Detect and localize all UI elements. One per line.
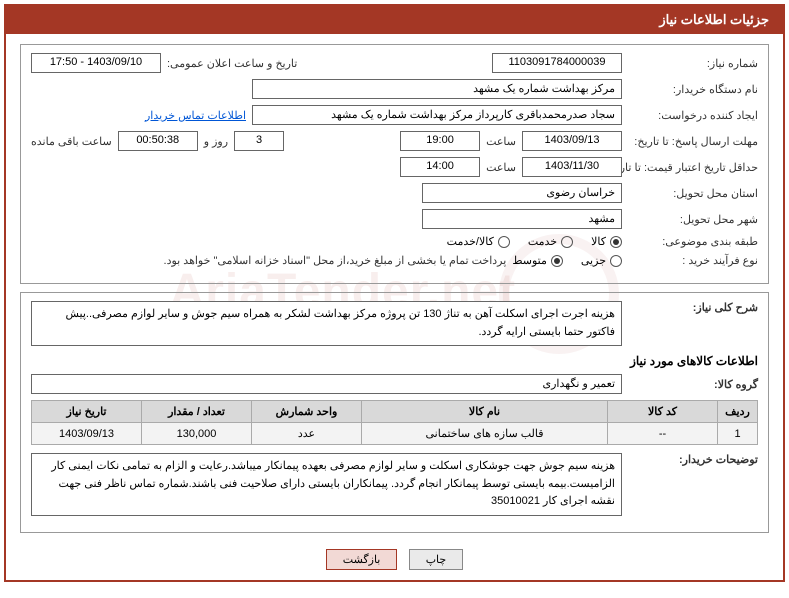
radio-label: کالا/خدمت (447, 235, 494, 248)
table-cell: -- (608, 423, 718, 445)
table-header: ردیف (718, 401, 758, 423)
buytype-option-1[interactable]: متوسط (512, 254, 563, 267)
requester-label: ایجاد کننده درخواست: (628, 109, 758, 122)
table-cell: قالب سازه های ساختمانی (362, 423, 608, 445)
subject-option-0[interactable]: کالا (591, 235, 622, 248)
back-button[interactable]: بازگشت (326, 549, 398, 570)
radio-icon (610, 255, 622, 267)
deadline-reply-date: 1403/09/13 (522, 131, 622, 151)
table-header: تعداد / مقدار (142, 401, 252, 423)
header-title: جزئیات اطلاعات نیاز (6, 6, 783, 34)
table-cell: 1403/09/13 (32, 423, 142, 445)
need-number: 1103091784000039 (492, 53, 622, 73)
table-header: تاریخ نیاز (32, 401, 142, 423)
announce-value: 1403/09/10 - 17:50 (31, 53, 161, 73)
need-number-label: شماره نیاز: (628, 57, 758, 70)
buy-type-label: نوع فرآیند خرید : (628, 254, 758, 267)
radio-icon (551, 255, 563, 267)
details-panel: شرح کلی نیاز: هزینه اجرت اجرای اسکلت آهن… (20, 292, 769, 533)
summary-text: هزینه اجرت اجرای اسکلت آهن به تناژ 130 ت… (31, 301, 622, 346)
main-frame: جزئیات اطلاعات نیاز شماره نیاز: 11030917… (4, 4, 785, 582)
subject-class-label: طبقه بندی موضوعی: (628, 235, 758, 248)
province-label: استان محل تحویل: (628, 187, 758, 200)
buy-type-note: پرداخت تمام یا بخشی از مبلغ خرید،از محل … (164, 254, 507, 267)
radio-label: خدمت (528, 235, 557, 248)
days-remaining: 3 (234, 131, 284, 151)
summary-label: شرح کلی نیاز: (628, 301, 758, 314)
goods-group-value: تعمیر و نگهداری (31, 374, 622, 394)
table-cell: 1 (718, 423, 758, 445)
table-header: واحد شمارش (252, 401, 362, 423)
remain-label: ساعت باقی مانده (31, 135, 112, 148)
table-header: نام کالا (362, 401, 608, 423)
info-panel: شماره نیاز: 1103091784000039 تاریخ و ساع… (20, 44, 769, 284)
deadline-reply-time: 19:00 (400, 131, 480, 151)
button-bar: چاپ بازگشت (20, 541, 769, 574)
radio-icon (498, 236, 510, 248)
province: خراسان رضوی (422, 183, 622, 203)
city: مشهد (422, 209, 622, 229)
city-label: شهر محل تحویل: (628, 213, 758, 226)
table-row: 1--قالب سازه های ساختمانیعدد130,0001403/… (32, 423, 758, 445)
requester: سجاد صدرمحمدباقری کارپرداز مرکز بهداشت ش… (252, 105, 622, 125)
deadline-reply-label: مهلت ارسال پاسخ: تا تاریخ: (628, 135, 758, 148)
subject-option-1[interactable]: خدمت (528, 235, 573, 248)
goods-group-label: گروه کالا: (628, 378, 758, 391)
buyer-notes-text: هزینه سیم جوش جهت جوشکاری اسکلت و سایر ل… (31, 453, 622, 516)
announce-label: تاریخ و ساعت اعلان عمومی: (167, 57, 297, 70)
buyer-contact-link[interactable]: اطلاعات تماس خریدار (145, 109, 246, 122)
radio-label: متوسط (512, 254, 547, 267)
buyer-org-label: نام دستگاه خریدار: (628, 83, 758, 96)
buy-type-radio-group: جزیی متوسط (512, 254, 622, 267)
min-valid-date: 1403/11/30 (522, 157, 622, 177)
table-cell: 130,000 (142, 423, 252, 445)
goods-section-title: اطلاعات کالاهای مورد نیاز (31, 354, 758, 368)
subject-class-radio-group: کالا خدمت کالا/خدمت (447, 235, 622, 248)
buyer-org: مرکز بهداشت شماره یک مشهد (252, 79, 622, 99)
table-cell: عدد (252, 423, 362, 445)
time-label-1: ساعت (486, 135, 516, 148)
radio-icon (610, 236, 622, 248)
time-label-2: ساعت (486, 161, 516, 174)
days-label: روز و (204, 135, 228, 148)
counter: 00:50:38 (118, 131, 198, 151)
table-header: کد کالا (608, 401, 718, 423)
min-valid-label: حداقل تاریخ اعتبار قیمت: تا تاریخ: (628, 161, 758, 174)
radio-label: کالا (591, 235, 606, 248)
goods-table: ردیفکد کالانام کالاواحد شمارشتعداد / مقد… (31, 400, 758, 445)
radio-label: جزیی (581, 254, 606, 267)
buytype-option-0[interactable]: جزیی (581, 254, 622, 267)
print-button[interactable]: چاپ (409, 549, 464, 570)
subject-option-2[interactable]: کالا/خدمت (447, 235, 510, 248)
radio-icon (561, 236, 573, 248)
min-valid-time: 14:00 (400, 157, 480, 177)
buyer-notes-label: توضیحات خریدار: (628, 453, 758, 466)
